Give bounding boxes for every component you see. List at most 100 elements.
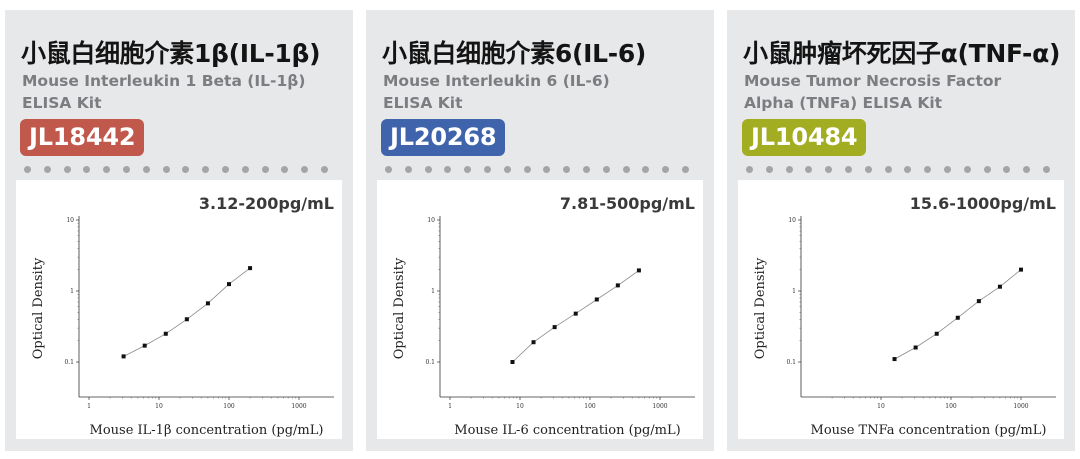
divider-dot bbox=[222, 166, 229, 173]
fit-curve bbox=[894, 269, 1022, 360]
kit-subtitle-line1: Mouse Interleukin 1 Beta (IL-1β) bbox=[22, 72, 306, 90]
divider-dot bbox=[464, 166, 472, 173]
divider-dot bbox=[523, 166, 531, 173]
divider-dot bbox=[261, 166, 269, 173]
detection-range: 15.6-1000pg/mL bbox=[909, 194, 1056, 213]
kit-title: 小鼠白细胞介素6(IL-6) bbox=[382, 39, 647, 68]
divider-dot bbox=[563, 166, 571, 173]
fit-curve bbox=[512, 270, 640, 363]
x-tick-label: 1000 bbox=[652, 403, 667, 410]
divider-dot bbox=[424, 166, 432, 173]
divider-dot bbox=[602, 166, 610, 173]
kit-subtitle: Mouse Interleukin 1 Beta (IL-1β) ELISA Ki… bbox=[22, 70, 305, 114]
fit-curve bbox=[123, 267, 251, 357]
x-axis-label: Mouse IL-1β concentration (pg/mL) bbox=[90, 423, 324, 438]
data-point bbox=[976, 299, 981, 304]
kit-subtitle: Mouse Tumor Necrosis Factor Alpha (TNFa) … bbox=[744, 70, 1001, 114]
catalog-badge: JL18442 bbox=[20, 119, 145, 156]
divider-dot bbox=[142, 166, 150, 173]
divider-dot bbox=[884, 166, 892, 173]
divider-dot bbox=[944, 166, 951, 173]
x-tick-label: 10 bbox=[516, 403, 524, 410]
data-point bbox=[1019, 267, 1023, 272]
y-tick-label: 0.1 bbox=[425, 359, 435, 366]
divider-dot bbox=[83, 166, 91, 173]
divider-dot bbox=[404, 166, 412, 173]
y-tick-label: 10 bbox=[427, 217, 435, 224]
divider-dot bbox=[983, 166, 991, 173]
detection-range: 7.81-500pg/mL bbox=[559, 194, 695, 213]
divider-dot bbox=[123, 166, 130, 173]
detection-range: 3.12-200pg/mL bbox=[198, 194, 334, 213]
data-point bbox=[227, 282, 231, 287]
data-point bbox=[955, 315, 960, 320]
divider-dot bbox=[385, 166, 392, 173]
divider-dot bbox=[484, 166, 491, 173]
data-point bbox=[573, 311, 578, 316]
chart-panel: 15.6-1000pg/mL 10 1 0.1 10 100 1000 Mouse TNFa… bbox=[738, 180, 1064, 439]
data-point bbox=[636, 268, 641, 273]
divider-dot bbox=[444, 166, 452, 173]
kit-card-tnfa: 小鼠肿瘤坏死因子α(TNF-α) Mouse Tumor Necrosis Fa… bbox=[727, 10, 1075, 451]
kit-card-il1b: 小鼠白细胞介素1β(IL-1β) Mouse Interleukin 1 Bet… bbox=[5, 10, 353, 451]
divider-dot bbox=[321, 166, 328, 173]
data-point bbox=[163, 331, 168, 336]
x-tick-label: 10 bbox=[155, 403, 163, 410]
divider-dot bbox=[162, 166, 170, 173]
data-point bbox=[248, 266, 253, 271]
kit-subtitle-line1: Mouse Tumor Necrosis Factor bbox=[744, 72, 1002, 90]
kit-title: 小鼠肿瘤坏死因子α(TNF-α) bbox=[743, 39, 1061, 68]
data-point bbox=[184, 317, 189, 322]
y-axis-label: Optical Density bbox=[753, 257, 768, 359]
data-point bbox=[552, 325, 557, 330]
divider-dot bbox=[103, 166, 111, 173]
kit-subtitle: Mouse Interleukin 6 (IL-6) ELISA Kit bbox=[383, 70, 610, 114]
divider-dot bbox=[1043, 166, 1050, 173]
divider-dot bbox=[765, 166, 773, 173]
kit-subtitle-line2: ELISA Kit bbox=[383, 94, 463, 112]
x-tick-label: 1 bbox=[448, 403, 452, 410]
divider-dot bbox=[662, 166, 670, 173]
divider-dot bbox=[785, 166, 793, 173]
data-point bbox=[121, 354, 126, 359]
data-point bbox=[142, 343, 147, 348]
divider-dot bbox=[904, 166, 912, 173]
y-tick-label: 1 bbox=[792, 288, 796, 295]
data-point bbox=[510, 360, 515, 364]
divider-dot bbox=[642, 166, 650, 173]
divider-dot bbox=[864, 166, 872, 173]
data-point bbox=[615, 283, 620, 288]
catalog-badge: JL10484 bbox=[742, 119, 867, 156]
divider-dot bbox=[924, 166, 932, 173]
data-point bbox=[594, 297, 599, 302]
divider-dot bbox=[182, 166, 190, 173]
kit-subtitle-line1: Mouse Interleukin 6 (IL-6) bbox=[383, 72, 610, 90]
chart-panel: 7.81-500pg/mL 10 1 0.1 1 10 100 1000 Mouse IL-6… bbox=[377, 180, 703, 439]
divider-dot bbox=[43, 166, 51, 173]
data-point bbox=[531, 340, 536, 345]
x-tick-label: 10 bbox=[877, 403, 885, 410]
data-point bbox=[934, 331, 939, 336]
divider-dot bbox=[746, 166, 753, 173]
x-tick-label: 100 bbox=[223, 403, 235, 410]
x-axis-label: Mouse TNFa concentration (pg/mL) bbox=[811, 423, 1047, 438]
divider-dot bbox=[622, 166, 630, 173]
y-tick-label: 1 bbox=[70, 288, 74, 295]
standard-curve-chart: 10 1 0.1 1 10 100 1000 Mouse IL-1β concentratio… bbox=[31, 216, 334, 438]
y-tick-label: 10 bbox=[788, 217, 796, 224]
standard-curve-chart: 10 1 0.1 1 10 100 1000 Mouse IL-6 concentration… bbox=[392, 216, 695, 438]
y-tick-label: 0.1 bbox=[64, 359, 74, 366]
y-tick-label: 10 bbox=[66, 217, 74, 224]
x-tick-label: 1000 bbox=[291, 403, 306, 410]
catalog-badge: JL20268 bbox=[381, 119, 506, 156]
kit-subtitle-line2: ELISA Kit bbox=[22, 94, 102, 112]
divider-dot bbox=[963, 166, 971, 173]
divider-dot bbox=[1023, 166, 1031, 173]
divider-dot bbox=[202, 166, 210, 173]
divider-dot bbox=[1003, 166, 1011, 173]
x-axis-label: Mouse IL-6 concentration (pg/mL) bbox=[454, 423, 680, 438]
divider-dot bbox=[241, 166, 249, 173]
data-point bbox=[892, 357, 897, 362]
divider-dot bbox=[805, 166, 813, 173]
divider-dot bbox=[301, 166, 309, 173]
